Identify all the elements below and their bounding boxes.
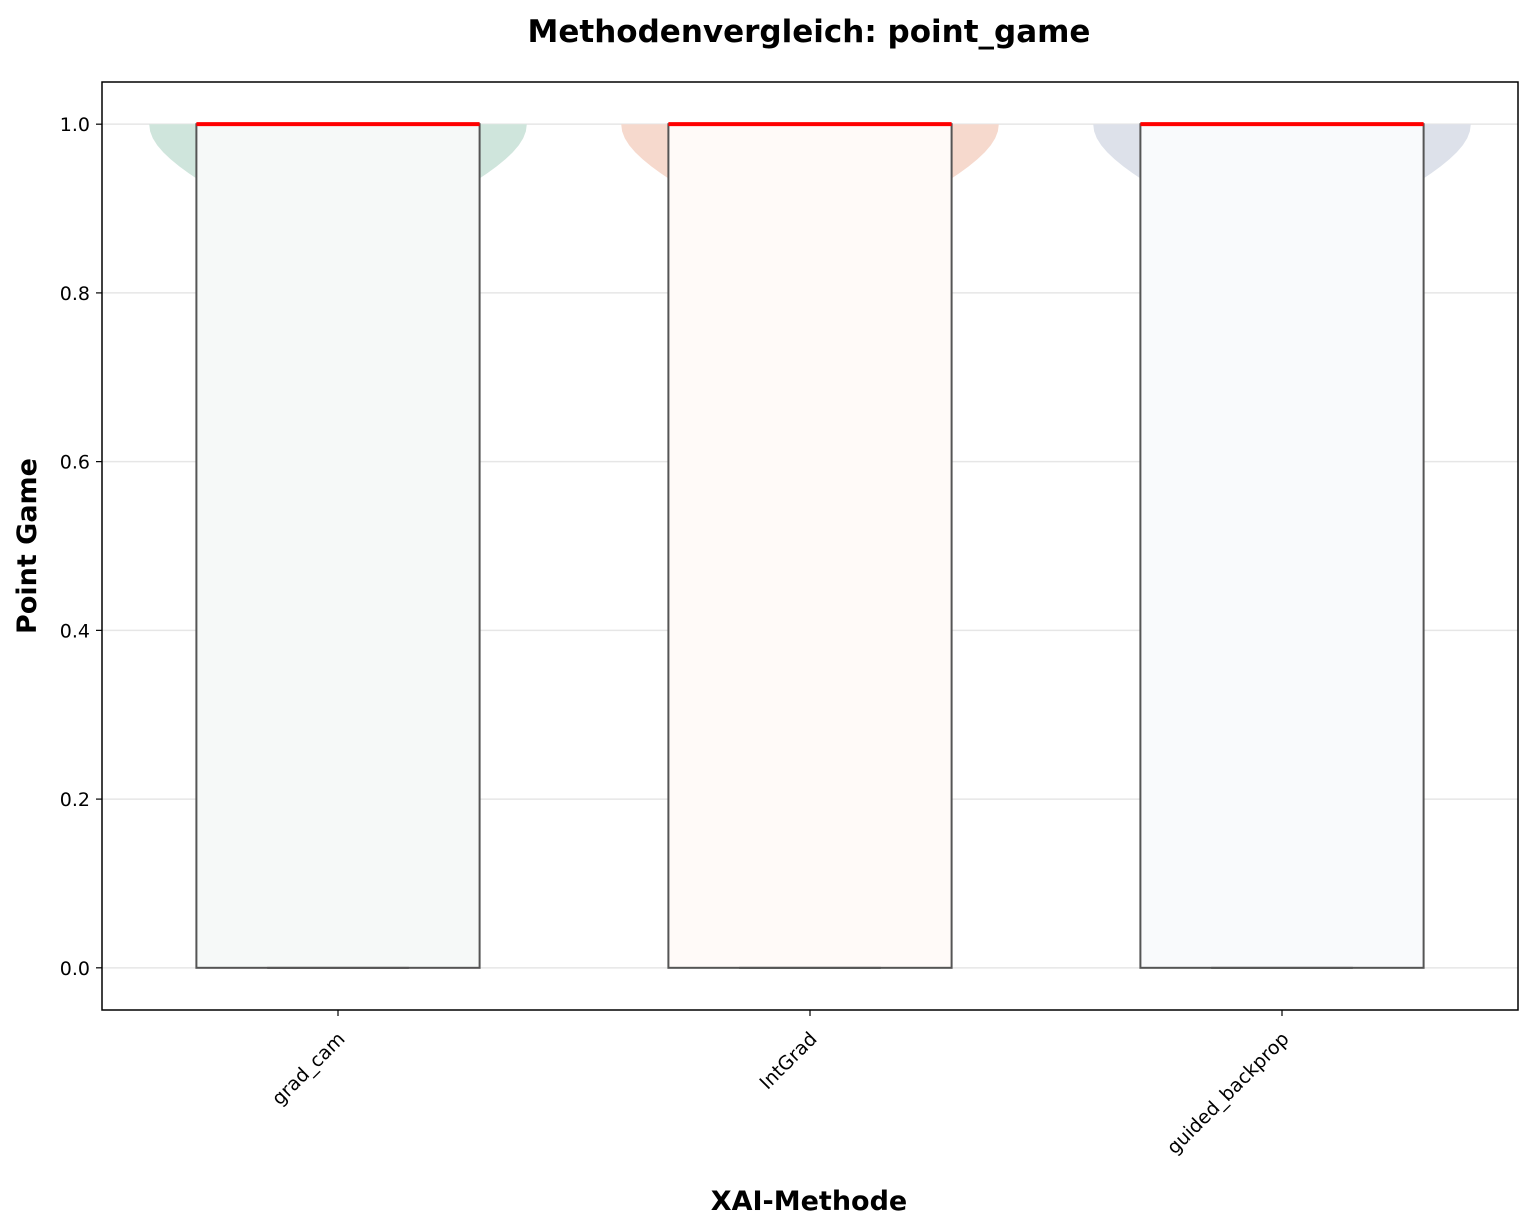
box-IntGrad (667, 123, 953, 969)
y-tick-label: 1.0 (60, 114, 90, 136)
box-grad_cam (195, 123, 481, 969)
boxes (195, 122, 1425, 969)
y-tick-label: 0.6 (60, 452, 90, 474)
plot-frame (101, 81, 1519, 1011)
y-tick-label: 0.2 (60, 789, 90, 811)
x-axis-label: XAI-Methode (711, 1186, 907, 1217)
y-axis-label: Point Game (12, 458, 43, 634)
box-guided_backprop (1139, 123, 1425, 969)
x-tick-label: IntGrad (756, 1028, 822, 1094)
y-tick-label: 0.4 (60, 620, 90, 642)
y-tick-label: 0.0 (60, 958, 90, 980)
chart-title: Methodenvergleich: point_game (528, 14, 1091, 50)
x-tick-label: guided_backprop (1163, 1028, 1294, 1159)
x-tick-label: grad_cam (268, 1028, 350, 1110)
y-tick-label: 0.8 (60, 283, 90, 305)
